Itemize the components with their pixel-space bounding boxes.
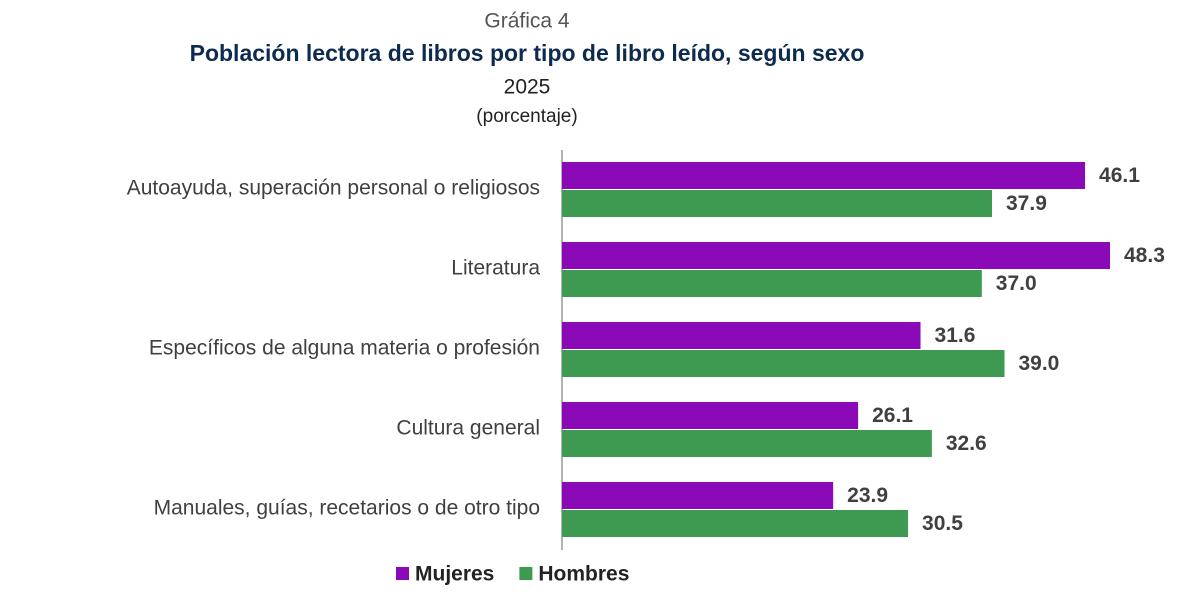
bar xyxy=(562,430,932,457)
category-label: Específicos de alguna materia o profesió… xyxy=(149,337,540,360)
bar xyxy=(562,242,1110,269)
bar xyxy=(562,270,982,297)
value-label: 32.6 xyxy=(946,432,987,455)
chart-title: Población lectora de libros por tipo de … xyxy=(190,40,865,66)
category-label: Autoayuda, superación personal o religio… xyxy=(127,177,540,200)
value-label: 37.9 xyxy=(1006,192,1047,215)
value-label: 30.5 xyxy=(922,512,963,535)
bar xyxy=(562,350,1005,377)
chart-subtitle: 2025 xyxy=(504,76,551,99)
bar xyxy=(562,190,993,217)
value-label: 39.0 xyxy=(1018,352,1059,375)
value-label: 37.0 xyxy=(996,272,1037,295)
bar xyxy=(562,322,921,349)
value-label: 23.9 xyxy=(847,484,888,507)
category-label: Manuales, guías, recetarios o de otro ti… xyxy=(154,497,540,520)
bar xyxy=(562,162,1086,189)
legend-label: Mujeres xyxy=(415,563,494,586)
value-label: 48.3 xyxy=(1124,244,1165,267)
legend-label: Hombres xyxy=(538,563,629,586)
category-label: Literatura xyxy=(451,257,540,280)
value-label: 31.6 xyxy=(935,324,976,347)
category-label: Cultura general xyxy=(396,417,540,440)
value-label: 46.1 xyxy=(1099,164,1140,187)
legend-swatch xyxy=(519,567,533,580)
bar xyxy=(562,402,859,429)
bar xyxy=(562,482,834,509)
chart-label: Gráfica 4 xyxy=(484,10,570,33)
legend-swatch xyxy=(396,567,409,580)
bar xyxy=(562,510,909,537)
value-label: 26.1 xyxy=(872,404,913,427)
unit-note: (porcentaje) xyxy=(476,106,577,127)
